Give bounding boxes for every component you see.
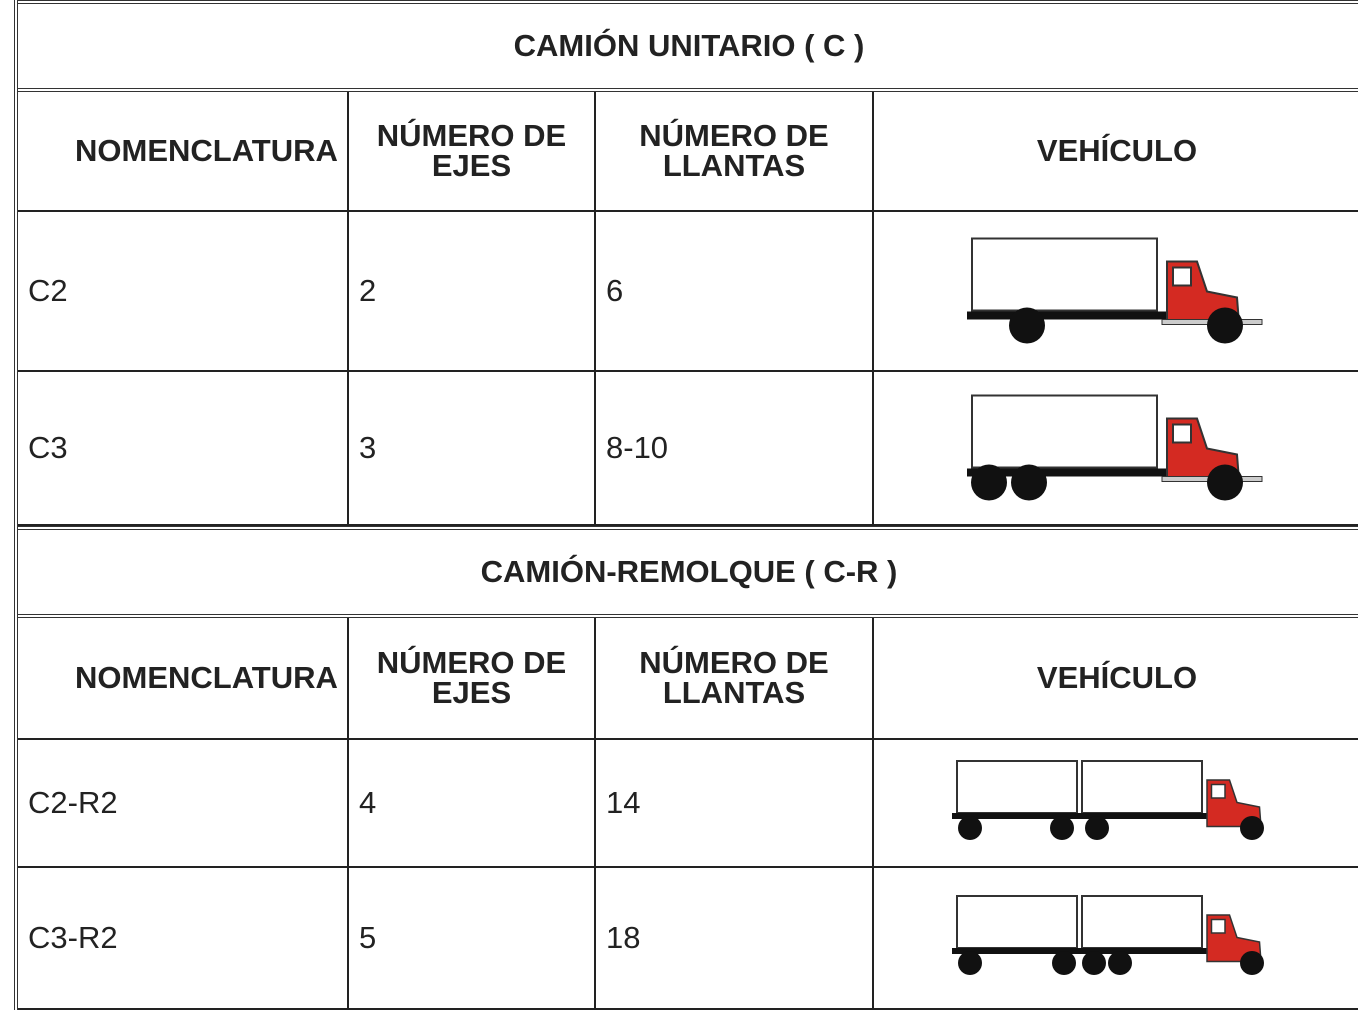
column-header: VEHÍCULO <box>874 618 1358 740</box>
column-header: NOMENCLATURA <box>18 92 349 212</box>
column-header: NÚMERO DE LLANTAS <box>596 92 874 212</box>
table-cell: C2-R2 <box>18 740 349 868</box>
vehicle-icon <box>967 231 1267 351</box>
table-cell-text: 14 <box>606 785 641 820</box>
column-header-text: NÚMERO DE EJES <box>376 118 567 183</box>
table-cell-text: 4 <box>359 785 377 820</box>
column-header: NOMENCLATURA <box>18 618 349 740</box>
table-cell-text: C3 <box>28 430 68 465</box>
section-title-text: CAMIÓN-REMOLQUE ( C-R ) <box>480 554 898 589</box>
column-header-text: NOMENCLATURA <box>75 133 338 168</box>
table-cell: 8-10 <box>596 372 874 526</box>
section-title-text: CAMIÓN UNITARIO ( C ) <box>513 28 865 63</box>
vehicle-icon <box>952 893 1282 983</box>
column-header-text: NÚMERO DE LLANTAS <box>639 645 829 710</box>
vehicle-cell <box>874 868 1358 1010</box>
section-title: CAMIÓN UNITARIO ( C ) <box>18 0 1358 92</box>
column-header-text: VEHÍCULO <box>1036 133 1198 168</box>
table-cell: C3 <box>18 372 349 526</box>
table-cell-text: 8-10 <box>606 430 669 465</box>
column-header-text: NÚMERO DE EJES <box>376 645 567 710</box>
column-header: NÚMERO DE EJES <box>349 618 596 740</box>
column-header-text: VEHÍCULO <box>1036 660 1198 695</box>
column-header: NÚMERO DE EJES <box>349 92 596 212</box>
vehicle-icon <box>967 388 1267 508</box>
table-cell-text: C2 <box>28 273 68 308</box>
table-cell-text: 18 <box>606 920 641 955</box>
vehicle-cell <box>874 212 1358 372</box>
column-header: VEHÍCULO <box>874 92 1358 212</box>
table-cell-text: 2 <box>359 273 377 308</box>
table-cell-text: 6 <box>606 273 624 308</box>
table-cell: 6 <box>596 212 874 372</box>
vehicle-cell <box>874 372 1358 526</box>
table-cell-text: C2-R2 <box>28 785 118 820</box>
table-cell-text: C3-R2 <box>28 920 118 955</box>
table-cell: 18 <box>596 868 874 1010</box>
table-cell: 2 <box>349 212 596 372</box>
table-cell-text: 3 <box>359 430 377 465</box>
table-cell: 14 <box>596 740 874 868</box>
table-cell: C2 <box>18 212 349 372</box>
section-title: CAMIÓN-REMOLQUE ( C-R ) <box>18 526 1358 618</box>
column-header-text: NOMENCLATURA <box>75 660 338 695</box>
vehicle-icon <box>952 758 1282 848</box>
document: CAMIÓN UNITARIO ( C ) NOMENCLATURA NÚMERO … <box>14 0 1358 1010</box>
table-cell: 4 <box>349 740 596 868</box>
table-cell: C3-R2 <box>18 868 349 1010</box>
table-cell: 3 <box>349 372 596 526</box>
vehicle-cell <box>874 740 1358 868</box>
column-header: NÚMERO DE LLANTAS <box>596 618 874 740</box>
table-cell-text: 5 <box>359 920 377 955</box>
column-header-text: NÚMERO DE LLANTAS <box>639 118 829 183</box>
table-cell: 5 <box>349 868 596 1010</box>
